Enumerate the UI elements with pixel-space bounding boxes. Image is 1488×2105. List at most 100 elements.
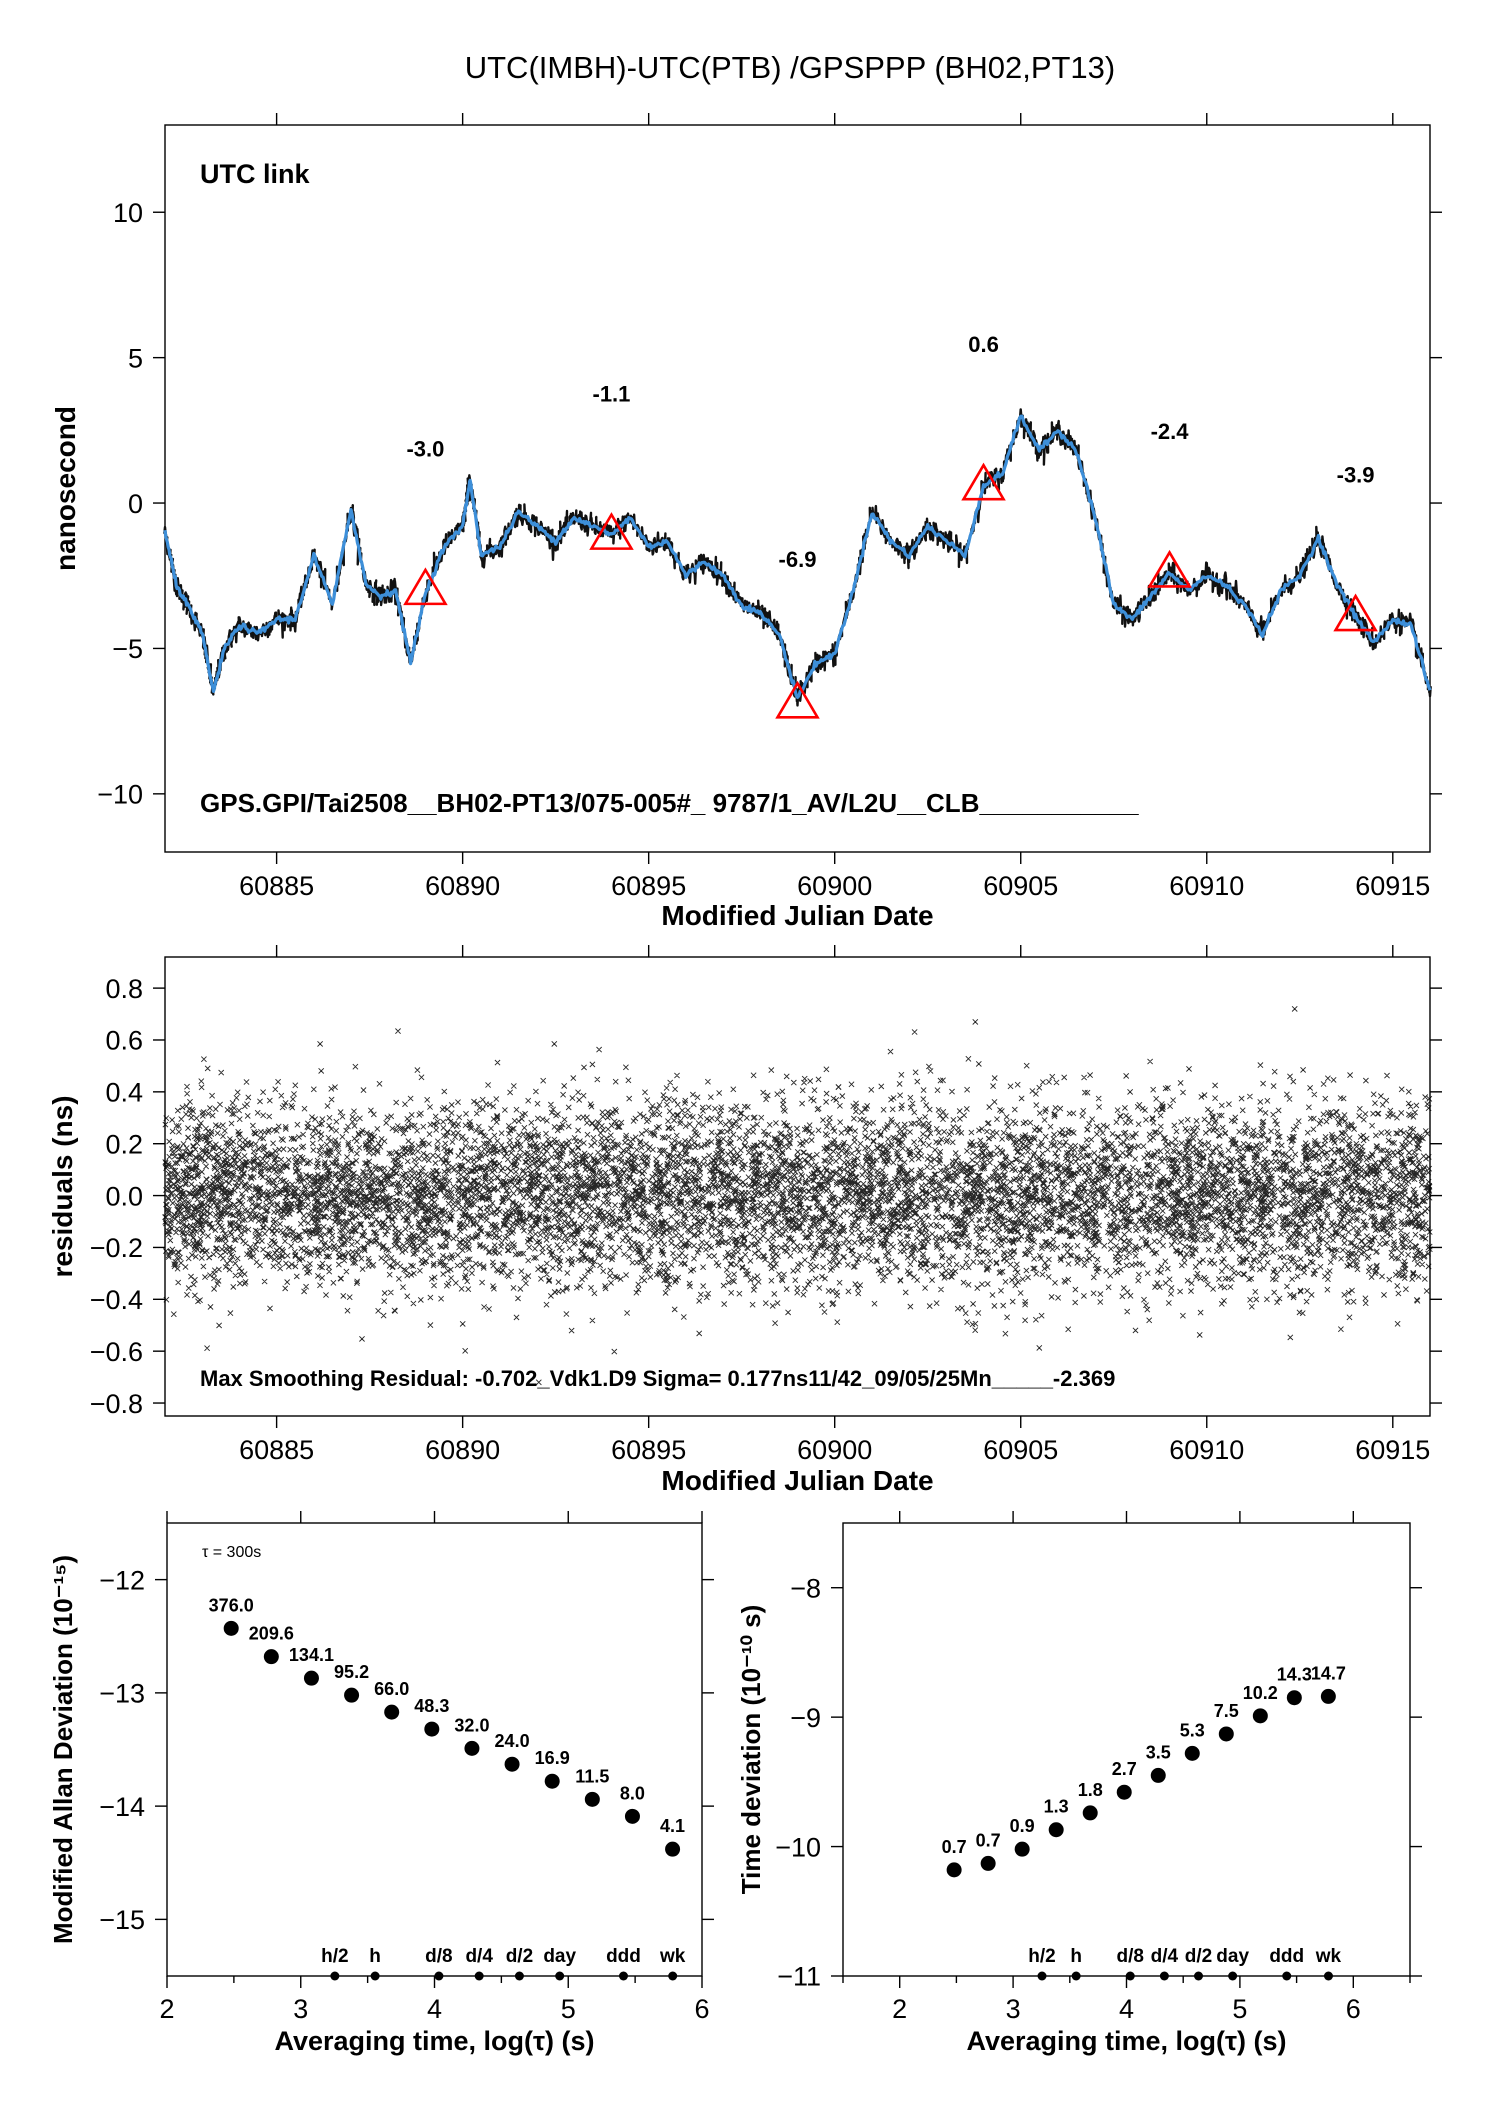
y-tick-label: −14 xyxy=(99,1792,145,1822)
x-tick-label: 3 xyxy=(293,1994,308,2024)
x-tick-label: 60890 xyxy=(425,871,500,901)
deviation-point-label: 10.2 xyxy=(1243,1683,1278,1703)
y-tick-label: −13 xyxy=(99,1679,145,1709)
y-tick-label: −9 xyxy=(790,1703,821,1733)
interval-marker-label: d/2 xyxy=(506,1946,533,1967)
deviation-point xyxy=(980,1855,996,1871)
deviation-point-label: 0.9 xyxy=(1010,1816,1035,1836)
deviation-point-label: 32.0 xyxy=(454,1715,489,1735)
interval-marker-label: d/8 xyxy=(425,1946,452,1967)
y-axis-label: Time deviation (10⁻¹⁰ s) xyxy=(736,1605,766,1895)
x-axis-label: Modified Julian Date xyxy=(661,900,933,931)
triangle-value-label: -3.9 xyxy=(1337,463,1375,488)
interval-marker-dot xyxy=(555,1971,565,1981)
interval-marker-dot xyxy=(434,1971,444,1981)
sample-triangle-marker xyxy=(403,567,448,606)
x-tick-label: 60895 xyxy=(611,1435,686,1465)
chart-modified-allan-deviation: 2 3 4 5 6 −15 −14 −13 −12 Averaging time, log(τ) … xyxy=(48,1511,714,2056)
interval-marker-dot xyxy=(1194,1971,1204,1981)
interval-marker-dot xyxy=(1037,1971,1047,1981)
y-axis-label: Modified Allan Deviation (10⁻¹⁵) xyxy=(48,1555,78,1944)
x-tick-label: 60910 xyxy=(1169,871,1244,901)
x-tick-label: 60900 xyxy=(797,1435,872,1465)
y-tick-label: 0.2 xyxy=(105,1129,143,1159)
interval-marker-label: ddd xyxy=(1269,1946,1304,1967)
y-axis-label: residuals (ns) xyxy=(47,1095,78,1277)
sample-triangle-marker xyxy=(589,512,634,550)
deviation-point-label: 0.7 xyxy=(942,1837,967,1857)
y-tick-label: 0.8 xyxy=(105,974,143,1004)
y-tick-label: −0.8 xyxy=(90,1389,143,1419)
deviation-point xyxy=(1048,1822,1064,1838)
deviation-point-label: 4.1 xyxy=(660,1816,685,1836)
x-axis-label: Averaging time, log(τ) (s) xyxy=(274,2026,594,2056)
page-title: UTC(IMBH)-UTC(PTB) /GPSPPP (BH02,PT13) xyxy=(465,50,1116,85)
triangle-value-label: -2.4 xyxy=(1151,419,1190,444)
deviation-point-label: 1.3 xyxy=(1044,1797,1069,1817)
deviation-point xyxy=(624,1808,640,1824)
y-tick-label: −10 xyxy=(775,1832,821,1862)
tau-annotation: τ = 300s xyxy=(202,1544,261,1561)
x-tick-label: 60910 xyxy=(1169,1435,1244,1465)
interval-marker-label: d/4 xyxy=(465,1946,493,1967)
interval-marker-dot xyxy=(474,1971,484,1981)
deviation-point xyxy=(1150,1767,1166,1783)
y-tick-label: 0.6 xyxy=(105,1026,143,1056)
triangle-value-label: -3.0 xyxy=(406,437,444,462)
deviation-point-label: 14.7 xyxy=(1311,1663,1346,1683)
y-tick-label: 0.4 xyxy=(105,1078,143,1108)
plot-frame xyxy=(166,1522,703,1977)
interval-marker-dot xyxy=(514,1971,524,1981)
x-tick-label: 60890 xyxy=(425,1435,500,1465)
x-tick-label: 60885 xyxy=(239,871,314,901)
interval-marker-dot xyxy=(1071,1971,1081,1981)
deviation-point xyxy=(665,1841,681,1857)
x-axis-label: Averaging time, log(τ) (s) xyxy=(966,2026,1286,2056)
interval-marker-dot xyxy=(1125,1971,1135,1981)
x-tick-label: 6 xyxy=(694,1994,709,2024)
deviation-point-label: 209.6 xyxy=(249,1624,294,1644)
y-tick-label: −8 xyxy=(790,1573,821,1603)
deviation-point xyxy=(263,1649,279,1665)
deviation-point-label: 11.5 xyxy=(575,1766,609,1786)
interval-marker-label: h/2 xyxy=(321,1946,348,1967)
interval-marker-label: day xyxy=(543,1946,576,1967)
interval-marker-label: d/8 xyxy=(1117,1946,1144,1967)
x-tick-label: 5 xyxy=(1232,1994,1247,2024)
x-tick-label: 60905 xyxy=(983,871,1058,901)
deviation-point xyxy=(464,1740,480,1756)
plot-frame xyxy=(842,1522,1411,1977)
plot-frame xyxy=(164,124,1431,853)
interval-marker-dot xyxy=(618,1971,628,1981)
interval-marker-label: d/4 xyxy=(1151,1946,1179,1967)
x-tick-label: 4 xyxy=(1119,1994,1134,2024)
y-tick-label: −10 xyxy=(97,780,143,810)
deviation-point-label: 48.3 xyxy=(414,1696,449,1716)
x-tick-label: 60895 xyxy=(611,871,686,901)
interval-marker-dot xyxy=(330,1971,340,1981)
deviation-point xyxy=(946,1862,962,1878)
y-tick-label: −11 xyxy=(777,1962,821,1992)
utc-link-annotation: UTC link xyxy=(200,159,310,189)
x-tick-label: 6 xyxy=(1346,1994,1361,2024)
residual-stats-annotation: Max Smoothing Residual: -0.702_Vdk1.D9 S… xyxy=(200,1366,1115,1391)
deviation-point xyxy=(504,1756,520,1772)
x-tick-label: 60905 xyxy=(983,1435,1058,1465)
deviation-point xyxy=(344,1687,360,1703)
chart-time-deviation: 2 3 4 5 6 −11 −10 −9 −8 Averaging time, log(τ) (s… xyxy=(736,1511,1422,2056)
interval-marker-dot xyxy=(1228,1971,1238,1981)
deviation-point xyxy=(584,1791,600,1807)
deviation-point-label: 7.5 xyxy=(1214,1701,1239,1721)
x-tick-label: 2 xyxy=(159,1994,174,2024)
deviation-point-label: 14.3 xyxy=(1277,1665,1312,1685)
x-tick-label: 60885 xyxy=(239,1435,314,1465)
deviation-point-label: 1.8 xyxy=(1078,1780,1103,1800)
deviation-point xyxy=(424,1721,440,1737)
triangle-value-label: 0.6 xyxy=(968,332,999,357)
deviation-point-label: 5.3 xyxy=(1180,1720,1205,1740)
sample-triangle-marker xyxy=(1333,593,1378,632)
x-tick-label: 2 xyxy=(892,1994,907,2024)
y-tick-label: −12 xyxy=(99,1565,145,1595)
chart-residuals: 60885 60890 60895 60900 60905 60910 60915 −0.8 −… xyxy=(47,945,1442,1496)
